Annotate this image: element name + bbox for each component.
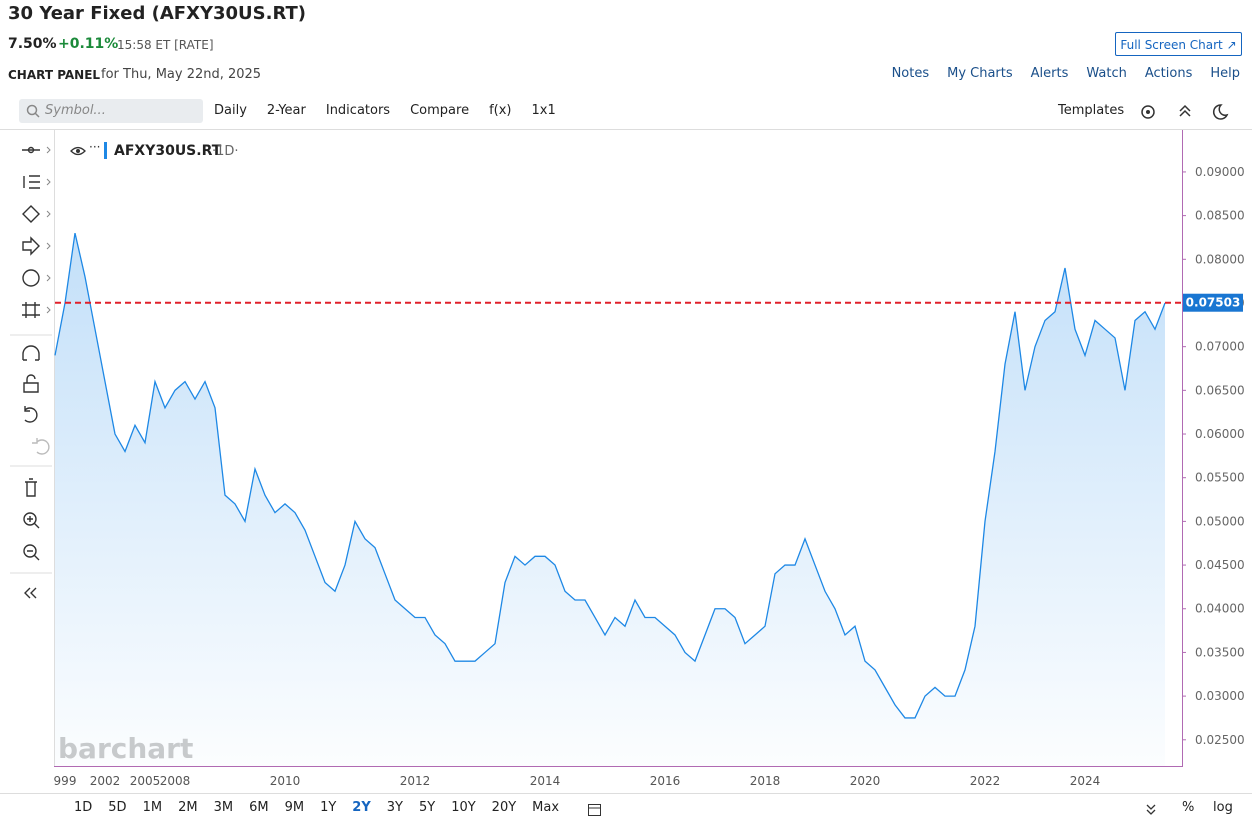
tool-separators — [10, 334, 52, 574]
period-button[interactable]: 6M — [249, 800, 269, 815]
x-tick-label: 2010 — [270, 774, 301, 788]
panel-label: CHART PANEL — [8, 68, 101, 82]
period-bar: 1D 5D 1M 2M 3M 6M 9M 1Y 2Y 3Y 5Y 10Y 20Y Max — [74, 800, 559, 815]
x-tick-label: 2005 — [130, 774, 161, 788]
period-button[interactable]: 1D — [74, 800, 93, 815]
toolbar-item[interactable]: Indicators — [325, 103, 391, 118]
svg-text:···: ··· — [89, 140, 100, 154]
templates[interactable]: Templates — [1058, 103, 1125, 118]
area — [55, 233, 1165, 767]
nav-link[interactable]: Watch — [1086, 66, 1127, 81]
nav-link[interactable]: Help — [1210, 66, 1240, 81]
legend-symbol: AFXY30US.RT — [114, 143, 222, 159]
y-tick-label: 0.05000 — [1195, 514, 1245, 528]
line — [54, 232, 1166, 719]
price: 7.50% — [8, 36, 57, 52]
x-tick-label: 2012 — [400, 774, 431, 788]
x-tick-label: 2002 — [90, 774, 121, 788]
toolbar: Symbol... Daily 2-Year Indicators Compare f(… — [19, 99, 1252, 125]
toolbar-item[interactable]: 2-Year — [266, 103, 306, 118]
y-tick-label: 0.04000 — [1195, 602, 1245, 616]
collapse-icon[interactable] — [1144, 802, 1158, 816]
period-button[interactable]: 1M — [142, 800, 163, 815]
y-tick-label: 0.08500 — [1195, 209, 1245, 223]
nav-link[interactable]: Actions — [1144, 66, 1193, 81]
x-tick-label: 2014 — [530, 774, 561, 788]
tool-arrows — [46, 146, 51, 314]
time: 15:58 ET [RATE] — [117, 38, 214, 52]
fullscreen-button[interactable]: Full Screen Chart ↗ — [1115, 32, 1242, 56]
x-tick-label: 2016 — [650, 774, 681, 788]
y-tick-label: 0.04500 — [1195, 558, 1245, 572]
last-price-label: 0.07503 — [1186, 296, 1241, 310]
y-tick-label: 0.06500 — [1195, 383, 1245, 397]
toolbar-item[interactable]: Daily — [214, 103, 247, 118]
x-tick-label: 2024 — [1070, 774, 1101, 788]
y-tick-label: 0.09000 — [1195, 165, 1245, 179]
toolbar-item[interactable]: 1x1 — [531, 103, 556, 118]
period-button[interactable]: 10Y — [451, 800, 476, 815]
x-tick-label: 2022 — [970, 774, 1001, 788]
y-tick-label: 0.03500 — [1195, 645, 1245, 659]
fullscreen-label: Full Screen Chart — [1120, 38, 1223, 52]
percent-toggle[interactable]: % — [1182, 800, 1195, 815]
legend-icons: ··· — [70, 140, 100, 156]
period-button[interactable]: 2Y — [352, 800, 371, 815]
period-button[interactable]: 5Y — [418, 800, 436, 815]
nav-link[interactable]: Notes — [891, 66, 930, 81]
y-tick-label: 0.05500 — [1195, 471, 1245, 485]
period-button[interactable]: 20Y — [491, 800, 517, 815]
period-button[interactable]: 5D — [108, 800, 127, 815]
last-price-box — [1183, 293, 1243, 312]
drawing-tools[interactable] — [22, 146, 50, 599]
nav-link[interactable]: My Charts — [947, 66, 1013, 81]
x-tick-label: 2008 — [160, 774, 191, 788]
toolbar-icons — [1141, 104, 1229, 120]
x-tick-label: 2020 — [850, 774, 881, 788]
symbol-search[interactable]: Symbol... — [19, 99, 203, 123]
x-tick-label: 999 — [54, 774, 77, 788]
period-button[interactable]: 2M — [178, 800, 198, 815]
change: +0.11% — [58, 36, 119, 52]
period-button[interactable]: 1Y — [320, 800, 337, 815]
nav-link[interactable]: Alerts — [1030, 66, 1069, 81]
title: 30 Year Fixed (AFXY30US.RT) — [8, 3, 307, 24]
calendar-icon[interactable] — [587, 801, 603, 817]
nav: Notes My Charts Alerts Watch Actions Help — [892, 66, 1240, 81]
x-tick-label: 2018 — [750, 774, 781, 788]
period-button[interactable]: Max — [532, 800, 560, 815]
y-tick-label: 0.03000 — [1195, 689, 1245, 703]
y-tick-label: 0.08000 — [1195, 252, 1245, 266]
period-button[interactable]: 3M — [213, 800, 234, 815]
toolbar-items: Daily 2-Year Indicators Compare f(x) 1x1 — [214, 103, 556, 118]
y-tick-label: 0.02500 — [1195, 733, 1245, 747]
y-tick-label: 0.06000 — [1195, 427, 1245, 441]
y-tick-label: 0.07000 — [1195, 340, 1245, 354]
search-icon — [26, 104, 40, 118]
toolbar-item[interactable]: f(x) — [489, 103, 512, 118]
toolbar-item[interactable]: Compare — [410, 103, 470, 118]
period-button[interactable]: 3Y — [386, 800, 403, 815]
legend-interval: ·1D· — [212, 144, 239, 159]
legend-swatch — [104, 142, 107, 159]
period-button[interactable]: 9M — [284, 800, 305, 815]
panel-date: for Thu, May 22nd, 2025 — [101, 67, 262, 82]
log-toggle[interactable]: log — [1213, 800, 1233, 815]
